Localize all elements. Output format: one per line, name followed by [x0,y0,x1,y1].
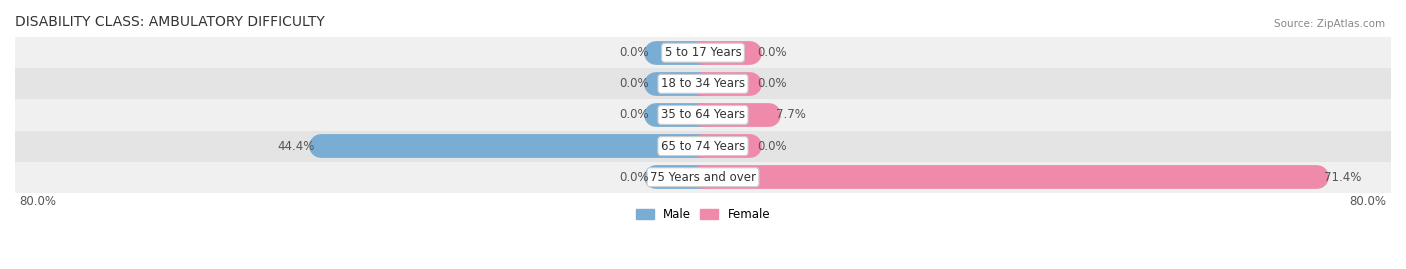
Bar [15,99,1391,130]
Text: 18 to 34 Years: 18 to 34 Years [661,77,745,90]
Legend: Male, Female: Male, Female [636,208,770,221]
Text: 0.0%: 0.0% [619,171,648,184]
Text: 0.0%: 0.0% [758,77,787,90]
Bar [15,37,1391,68]
Text: 7.7%: 7.7% [776,108,806,122]
Text: 65 to 74 Years: 65 to 74 Years [661,140,745,153]
Text: 71.4%: 71.4% [1324,171,1361,184]
Bar [15,68,1391,99]
Text: 0.0%: 0.0% [619,108,648,122]
Text: DISABILITY CLASS: AMBULATORY DIFFICULTY: DISABILITY CLASS: AMBULATORY DIFFICULTY [15,15,325,29]
Text: 0.0%: 0.0% [758,140,787,153]
Text: 0.0%: 0.0% [619,46,648,59]
Bar [15,130,1391,162]
Text: 0.0%: 0.0% [758,46,787,59]
Text: Source: ZipAtlas.com: Source: ZipAtlas.com [1274,19,1385,29]
Text: 44.4%: 44.4% [277,140,315,153]
Text: 35 to 64 Years: 35 to 64 Years [661,108,745,122]
Text: 5 to 17 Years: 5 to 17 Years [665,46,741,59]
Text: 75 Years and over: 75 Years and over [650,171,756,184]
Bar [15,162,1391,193]
Text: 0.0%: 0.0% [619,77,648,90]
Text: 80.0%: 80.0% [1350,195,1386,208]
Text: 80.0%: 80.0% [20,195,56,208]
